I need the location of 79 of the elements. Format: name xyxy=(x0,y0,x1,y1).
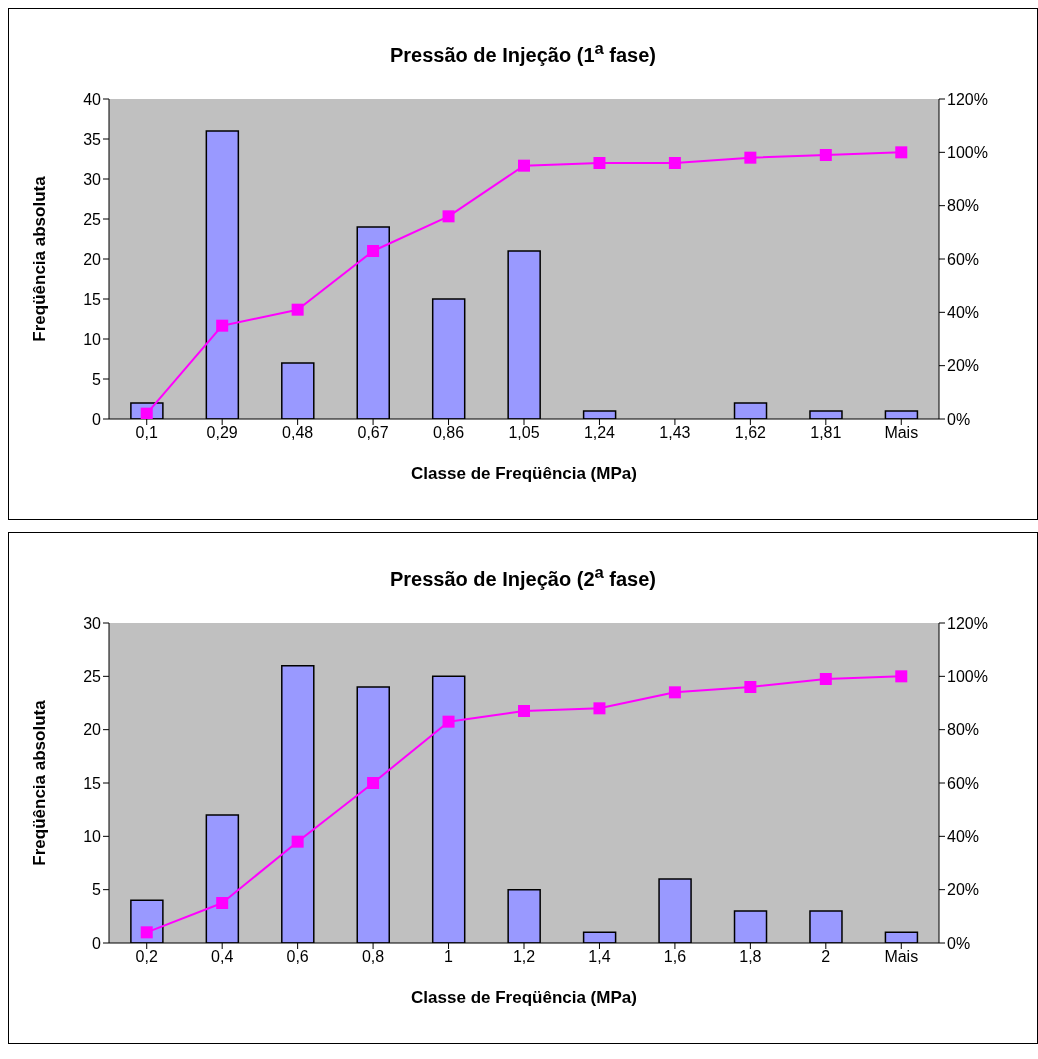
x-tick-label: 2 xyxy=(821,948,831,966)
point xyxy=(291,835,304,848)
chart-title: Pressão de Injeção (2$^{a}$ fase) xyxy=(388,562,658,592)
y-tick-label: 10 xyxy=(83,330,102,348)
y-tick-label: 25 xyxy=(83,210,102,228)
point xyxy=(518,705,530,717)
point xyxy=(819,149,832,161)
y2-tick-label: 80% xyxy=(947,721,980,739)
point xyxy=(593,702,606,715)
y-tick-label: 20 xyxy=(83,250,102,268)
y-axis-title: Freqüência absoluta xyxy=(30,175,50,342)
x-tick-label: Mais xyxy=(884,948,919,966)
y2-tick-label: 0% xyxy=(947,410,971,428)
y-tick-label: 10 xyxy=(83,828,102,846)
y-tick-label: 30 xyxy=(83,170,102,188)
point xyxy=(367,245,380,257)
x-axis-title: Classe de Freqüência (MPa) xyxy=(411,464,637,483)
point xyxy=(518,159,530,172)
point xyxy=(442,210,455,223)
x-tick-label: 0,2 xyxy=(135,948,158,966)
y2-tick-label: 0% xyxy=(947,934,971,952)
point xyxy=(744,151,757,164)
x-tick-label: 0,86 xyxy=(432,424,465,442)
x-tick-label: 0,6 xyxy=(286,948,309,966)
x-tick-label: 0,29 xyxy=(206,424,238,442)
point xyxy=(668,157,681,169)
point xyxy=(895,146,908,159)
chart-title: Pressão de Injeção (1$^{a}$ fase) xyxy=(388,38,658,68)
y2-tick-label: 40% xyxy=(947,828,980,846)
y2-tick-label: 20% xyxy=(947,881,980,899)
x-tick-label: 0,8 xyxy=(361,948,385,966)
y-tick-label: 25 xyxy=(83,668,102,686)
point xyxy=(367,777,380,789)
y-tick-label: 5 xyxy=(92,370,102,388)
y-tick-label: 5 xyxy=(92,881,102,899)
y-tick-label: 15 xyxy=(83,290,102,308)
point xyxy=(442,715,455,728)
y2-tick-label: 120% xyxy=(947,90,988,108)
y-tick-label: 0 xyxy=(92,410,102,428)
point xyxy=(216,897,229,909)
y2-tick-label: 120% xyxy=(947,614,988,632)
y-axis-title: Freqüência absoluta xyxy=(30,699,50,866)
x-tick-label: Mais xyxy=(884,424,919,442)
y-tick-label: 20 xyxy=(83,721,102,739)
y-tick-label: 40 xyxy=(83,90,102,108)
point xyxy=(895,670,908,683)
y2-tick-label: 60% xyxy=(947,250,980,268)
x-axis-title: Classe de Freqüência (MPa) xyxy=(411,988,637,1007)
x-tick-label: 0,4 xyxy=(211,948,234,966)
y2-tick-label: 80% xyxy=(947,197,980,215)
x-tick-label: 1,62 xyxy=(734,424,767,442)
x-tick-label: 1,4 xyxy=(588,948,611,966)
point xyxy=(744,681,757,693)
point xyxy=(593,157,606,169)
x-tick-label: 0,67 xyxy=(357,424,389,442)
x-tick-label: 0,48 xyxy=(282,424,314,442)
y-tick-label: 0 xyxy=(92,934,102,952)
x-tick-label: 1 xyxy=(444,948,454,966)
x-tick-label: 1,05 xyxy=(508,424,540,442)
point xyxy=(140,926,153,939)
y-tick-label: 30 xyxy=(83,614,102,632)
point xyxy=(819,673,832,685)
point xyxy=(291,303,304,316)
y2-tick-label: 60% xyxy=(947,774,980,792)
y2-tick-label: 100% xyxy=(947,144,988,162)
y-tick-label: 15 xyxy=(83,774,102,792)
x-tick-label: 1,43 xyxy=(659,424,691,442)
y2-tick-label: 20% xyxy=(947,357,980,375)
x-tick-label: 1,8 xyxy=(739,948,762,966)
x-tick-label: 1,2 xyxy=(512,948,536,966)
y2-tick-label: 40% xyxy=(947,304,980,322)
point xyxy=(216,319,229,332)
point xyxy=(668,686,681,699)
y-tick-label: 35 xyxy=(83,130,102,148)
y2-tick-label: 100% xyxy=(947,668,988,686)
x-tick-label: 0,1 xyxy=(135,424,158,442)
x-tick-label: 1,6 xyxy=(663,948,687,966)
x-tick-label: 1,24 xyxy=(583,424,616,442)
x-tick-label: 1,81 xyxy=(810,424,842,442)
